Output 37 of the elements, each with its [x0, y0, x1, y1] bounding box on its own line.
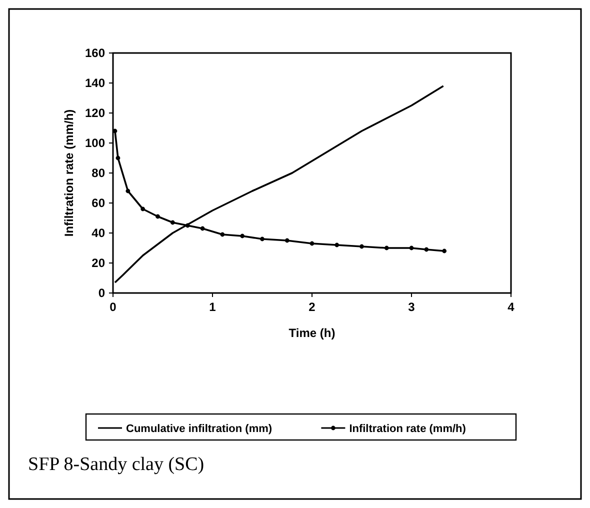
y-tick-label: 60	[92, 196, 106, 210]
point	[442, 248, 447, 254]
point	[156, 214, 160, 219]
legend-label: Infiltration rate (mm/h)	[349, 423, 466, 435]
y-tick-label: 0	[98, 286, 106, 300]
point	[260, 236, 264, 242]
point	[424, 247, 429, 252]
x-axis-title: Time (h)	[288, 326, 336, 340]
point	[334, 242, 340, 248]
point	[384, 246, 389, 250]
x-tick-label: 0	[110, 300, 117, 314]
y-tick-label: 80	[92, 166, 106, 180]
point	[240, 234, 245, 238]
point	[360, 244, 364, 249]
point	[140, 206, 146, 212]
point	[185, 223, 190, 228]
point	[220, 232, 225, 237]
x-tick-label: 2	[308, 300, 316, 314]
y-tick-label: 160	[84, 46, 106, 60]
legend-label: Cumulative infiltration (mm)	[126, 423, 272, 435]
y-tick-label: 100	[84, 136, 106, 150]
point	[126, 188, 130, 194]
text: SFP 8-Sandy clay (SC)	[28, 454, 204, 475]
y-axis-title: Infiltration rate (mm/h)	[62, 109, 76, 237]
point	[170, 220, 175, 225]
point	[200, 226, 205, 231]
y-tick-label: 40	[92, 226, 106, 240]
x-tick-label: 1	[209, 300, 216, 314]
x-tick-label: 3	[408, 300, 416, 314]
y-tick-label: 140	[84, 76, 106, 90]
point	[284, 238, 290, 243]
y-tick-label: 20	[92, 256, 106, 270]
x-tick-label: 4	[508, 300, 515, 314]
y-tick-label: 120	[84, 106, 106, 120]
point	[116, 156, 120, 160]
point	[310, 241, 314, 246]
point	[409, 246, 414, 250]
